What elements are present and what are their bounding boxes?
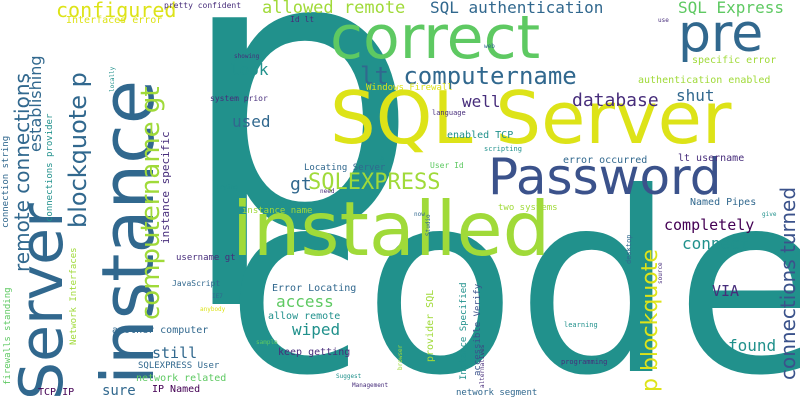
word-connections-provider: connections provider (45, 113, 55, 222)
word-id-lt: Id lt (290, 15, 315, 24)
word-tcp-ip: TCP IP (38, 387, 75, 398)
word-lt-computername: lt computername (360, 62, 577, 90)
word-javascript: JavaScript (172, 279, 221, 288)
word-sample: sample (256, 339, 278, 346)
word-interfaces-error: Interfaces error (66, 15, 163, 26)
word-programming: programming (561, 358, 608, 366)
word-provider-sql: provider SQL (425, 289, 436, 362)
word-now: now (414, 211, 425, 218)
word-locally: locally (109, 66, 116, 92)
word-lt-username: lt username (678, 153, 745, 164)
word-system-prior: system prior (210, 94, 268, 103)
word-shut: shut (676, 86, 715, 105)
word-named-pipes: Named Pipes (690, 197, 757, 208)
word-firewalls-standing: firewalls standing (3, 287, 13, 385)
word-completely: completely (664, 216, 755, 234)
word-p: p (178, 0, 420, 315)
word-sql-authentication: SQL authentication (430, 0, 604, 17)
word-authentication-enabled: authentication enabled (638, 75, 771, 86)
word-installed: installed (232, 185, 551, 273)
word-management: Management (352, 382, 389, 389)
word-allowed-remote: allowed remote (262, 0, 406, 18)
word-pre: pre (678, 4, 764, 64)
word-instance-specified: Instance Specified (459, 282, 469, 380)
word-access: access (276, 292, 334, 311)
word-look: look (230, 60, 269, 79)
word-sqlexpress-user: SQLEXPRESS User (138, 361, 220, 371)
word-scripting: scripting (484, 145, 522, 153)
word-keep-getting: keep getting (278, 347, 351, 358)
word-give: give (762, 211, 777, 218)
word-showing: showing (234, 53, 260, 60)
word-user-id: User Id (430, 161, 464, 170)
word-error-occurred: error occurred (563, 155, 648, 166)
word-blockquote-p: blockquote p (64, 72, 92, 228)
word-sql-server: SQL Server (330, 76, 732, 160)
word-gt: gt (290, 174, 312, 195)
word-network-interfaces: Network Interfaces (69, 247, 79, 345)
word-enabled-tcp: enabled TCP (447, 130, 514, 141)
word-browser: browser (397, 344, 404, 370)
word-use: use (658, 17, 669, 24)
word-used: used (232, 112, 271, 131)
word-network-related: network related (136, 373, 227, 384)
word-web: web (484, 43, 495, 50)
word-a: a (380, 155, 384, 162)
word-studio: Studio (425, 214, 432, 236)
word-locating-server: Locating Server (304, 163, 386, 173)
word-username-gt: username gt (176, 253, 236, 263)
word-still: still (152, 344, 198, 362)
word-instance-specific: instance specific (159, 131, 172, 244)
word-network-segment: network segment (456, 388, 538, 398)
word-configured: configured (56, 0, 177, 22)
word-specific-error: specific error (692, 55, 777, 66)
word-well: well (462, 92, 501, 111)
word-error-locating: Error Locating (272, 283, 357, 294)
word-sure: sure (102, 383, 136, 399)
word-suggest: Suggest (336, 373, 362, 380)
word-anybody: anybody (200, 306, 226, 313)
word-learning: learning (564, 321, 598, 329)
word-sql-express: SQL Express (678, 0, 784, 17)
word-two-systems: two systems (498, 203, 558, 213)
word-trying: trying (216, 184, 238, 191)
word-establishing: establishing (26, 55, 45, 152)
word-found: found (728, 336, 777, 355)
word-ie7: IE7 (212, 293, 223, 300)
word-allow-remote: allow remote (268, 311, 341, 322)
word-connection-string: connection string (1, 135, 11, 228)
word-wiped: wiped (292, 320, 341, 339)
word-need: need (320, 188, 335, 195)
word-code: code (226, 139, 800, 400)
word-pretty-confident: pretty confident (164, 1, 242, 10)
word-database: database (572, 90, 659, 111)
word-windows-firewall: Windows Firewall (366, 83, 453, 93)
word-via: VIA (712, 282, 740, 300)
word-connect: connect (682, 234, 750, 253)
word-password: Password (488, 148, 722, 206)
word-correct: correct (330, 3, 541, 73)
word-instance-name: instance name (242, 206, 313, 216)
word-sqlexpress: SQLEXPRESS (308, 170, 441, 195)
word-desktop: desktop (625, 234, 633, 264)
word-another-computer: another computer (112, 325, 209, 336)
word-language: language (432, 109, 466, 117)
word-source: source (657, 262, 664, 284)
word-ip-named: IP Named (152, 384, 201, 395)
word-connections-turned: connections turned (776, 186, 800, 380)
word-alternatives: alternatives (479, 344, 486, 388)
